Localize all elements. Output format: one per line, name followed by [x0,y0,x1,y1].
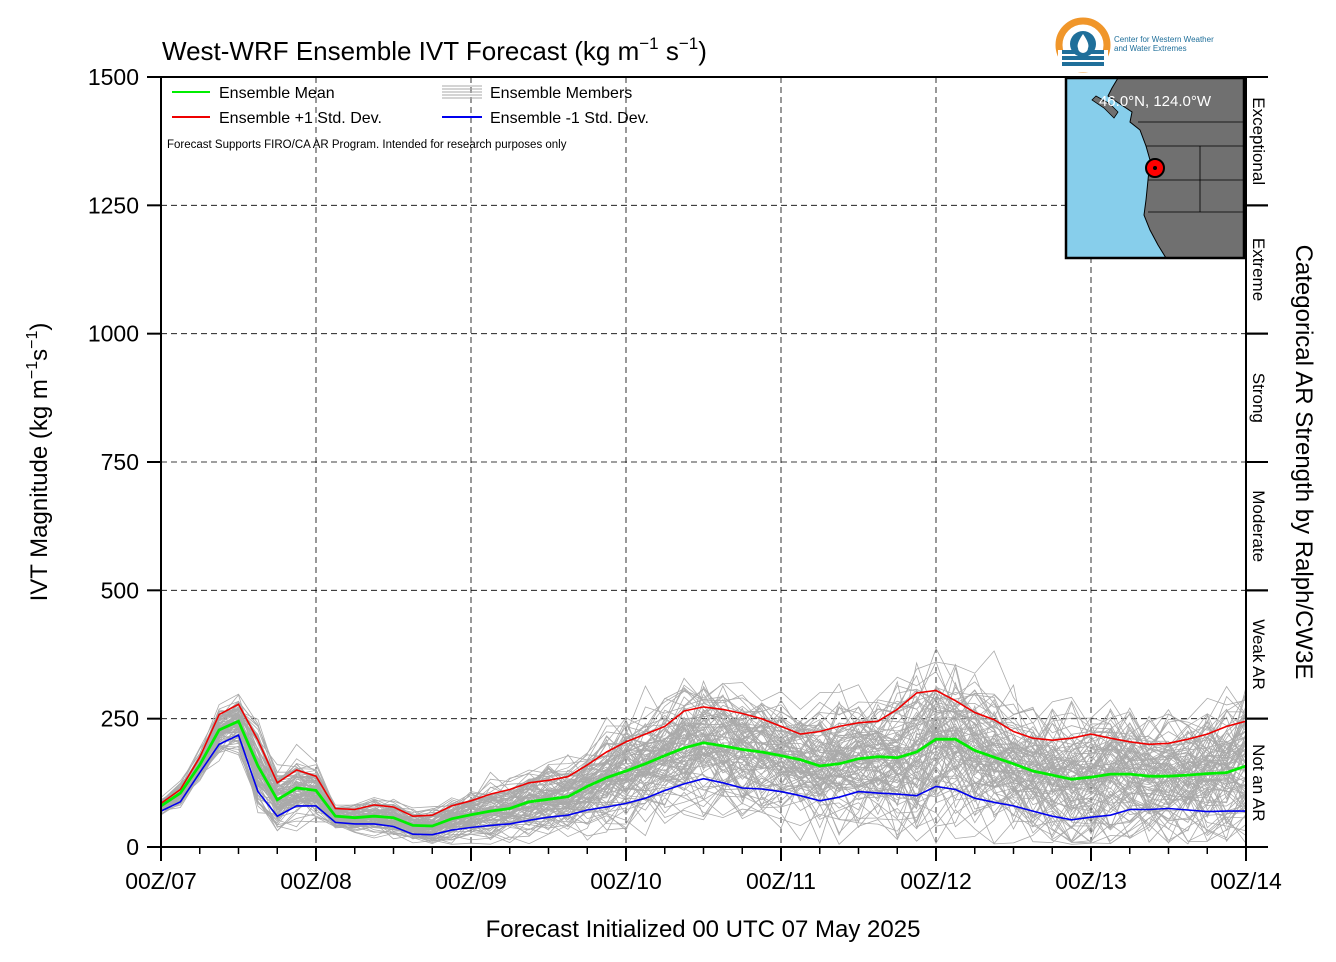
ensemble-member-line [160,682,1247,822]
chart-title-end: ) [698,36,707,66]
ensemble-member-line [160,677,1247,813]
chart-title-main: West-WRF Ensemble IVT Forecast (kg m [162,36,639,66]
legend: Ensemble Mean Ensemble +1 Std. Dev. Ense… [167,85,649,151]
chart-title-exp2: −1 [679,34,698,53]
x-axis: 00Z/07 00Z/08 00Z/09 00Z/10 00Z/11 00Z/12 00Z/… [125,847,1282,894]
category-label: Not an AR [1249,744,1268,822]
legend-label-mean: Ensemble Mean [219,85,335,102]
ensemble-mean-line [160,719,1247,828]
cw3e-logo: Center for Western Weather and Water Ext… [1055,17,1214,73]
x-axis-label: Forecast Initialized 00 UTC 07 May 2025 [486,916,921,943]
x-tick-label: 00Z/13 [1055,868,1127,894]
inset-location-label: 46.0°N, 124.0°W [1099,93,1212,110]
y-tick-label: 1500 [88,64,139,90]
x-tick-label: 00Z/12 [900,868,972,894]
y-tick-label: 250 [101,706,139,732]
ensemble-member-line [160,734,1247,839]
x-tick-label: 00Z/08 [280,868,352,894]
land-mass [1107,77,1245,259]
chart-title-mid: s [659,36,679,66]
legend-swatch-members [442,85,482,99]
right-category-axis: Not an AR Weak AR Moderate Strong Extreme Exc… [1246,76,1268,848]
category-label: Exceptional [1249,97,1268,185]
logo-line2: and Water Extremes [1114,44,1187,53]
ensemble-member-line [160,717,1247,828]
right-axis-label: Categorical AR Strength by Ralph/CW3E [1290,245,1317,680]
ensemble-member-line [160,731,1247,834]
logo-line1: Center for Western Weather [1114,35,1214,44]
y-axis: 0 250 500 750 1000 1250 1500 [88,64,161,860]
category-label: Extreme [1249,238,1268,301]
minus-std-line [160,733,1246,836]
chart-title-exp1: −1 [639,34,658,53]
water-drop-icon [1077,34,1089,53]
ensemble-member-line [160,725,1247,844]
y-tick-label: 1000 [88,321,139,347]
category-label: Moderate [1249,490,1268,562]
chart-title: West-WRF Ensemble IVT Forecast (kg m−1 s… [162,34,707,66]
series-lines [160,689,1247,836]
x-tick-label: 00Z/07 [125,868,197,894]
plus-std-line [160,689,1247,818]
category-label: Weak AR [1249,619,1268,690]
x-tick-label: 00Z/14 [1210,868,1282,894]
y-tick-label: 750 [101,449,139,475]
y-tick-label: 0 [126,834,139,860]
legend-label-plus: Ensemble +1 Std. Dev. [219,110,382,127]
y-axis-label: IVT Magnitude (kg m−1s−1) [24,323,53,602]
category-label: Strong [1249,373,1268,423]
ensemble-member-line [160,661,1247,825]
y-tick-label: 500 [101,577,139,603]
x-tick-label: 00Z/09 [435,868,507,894]
x-tick-label: 00Z/11 [746,868,816,894]
x-tick-label: 00Z/10 [590,868,662,894]
ensemble-member-line [160,674,1247,827]
legend-label-members: Ensemble Members [490,85,632,102]
research-note: Forecast Supports FIRO/CA AR Program. In… [167,139,567,151]
ensemble-member-line [160,663,1247,821]
legend-label-minus: Ensemble -1 Std. Dev. [490,110,649,127]
ensemble-member-line [160,702,1247,821]
y-tick-label: 1250 [88,192,139,218]
inset-map: 46.0°N, 124.0°W [1064,76,1246,260]
ensemble-members [160,647,1247,845]
